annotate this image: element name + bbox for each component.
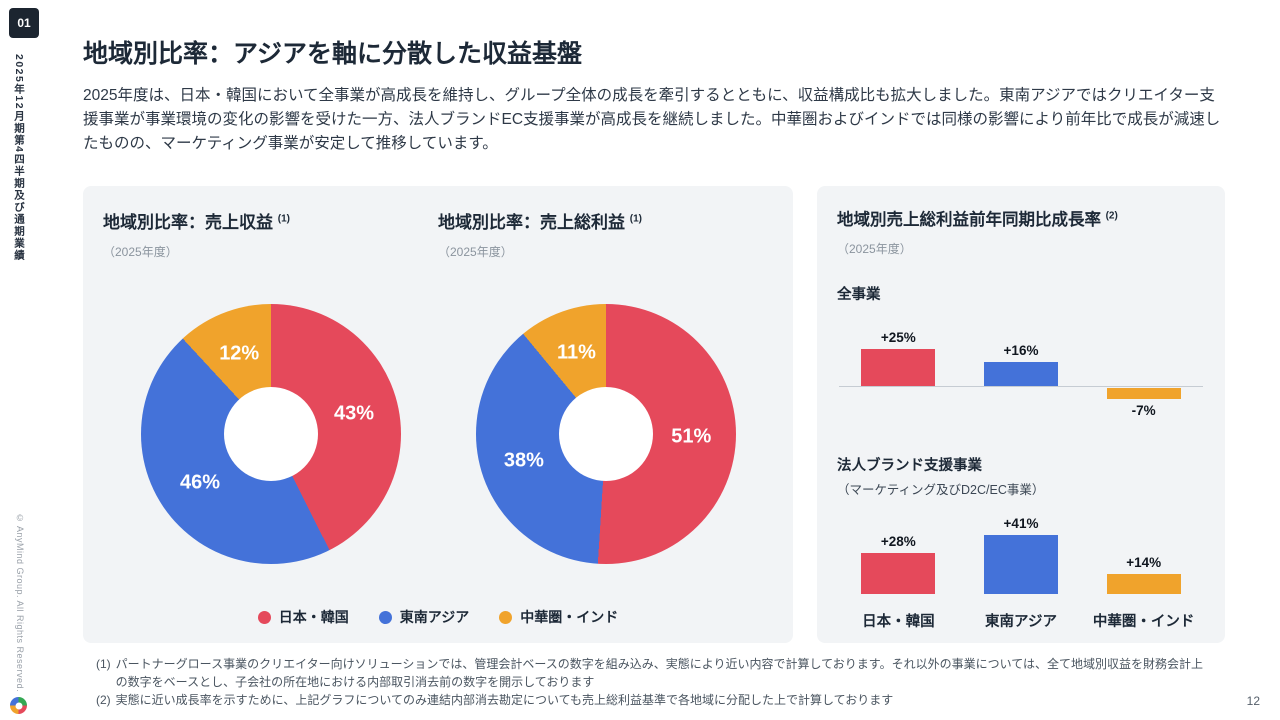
bar: [1106, 388, 1181, 399]
legend-dot-icon: [257, 610, 271, 624]
bar-categories: 日本・韓国 東南アジア 中華圏・インド: [837, 610, 1205, 631]
footnote-2-text: 実態に近い成長率を示すために、上記グラフについてのみ連結内部消去勘定についても売…: [115, 693, 894, 708]
footnote-1-marker: (1): [96, 657, 111, 672]
bar: [1106, 573, 1181, 595]
footnote-2-marker: (2): [96, 693, 111, 708]
bar-group-brand-commerce-sublabel: （マーケティング及びD2C/EC事業）: [837, 483, 1045, 498]
region-legend: 日本・韓国 東南アジア 中華圏・インド: [83, 607, 793, 627]
section-vertical-title: 2025年12月期第4四半期及び通期業績: [13, 54, 25, 262]
bar-column: +25%: [837, 308, 960, 424]
bar-column: +41%: [960, 506, 1083, 602]
bar-column: +14%: [1082, 506, 1205, 602]
footnote-ref-1: (1): [277, 213, 290, 225]
bar: [861, 348, 936, 387]
charts-row: 地域別比率：売上収益 (1) （2025年度） 43% 46% 12% 地域別比率：…: [83, 186, 1225, 644]
donut-column-gross-profit: 地域別比率：売上総利益 (1) （2025年度） 51% 38% 11%: [438, 208, 773, 565]
copyright-text: © AnyMind Group. All Rights Reserved.: [15, 512, 25, 692]
slide-content: 地域別比率：アジアを軸に分散した収益基盤 2025年度は、日本・韓国において全事…: [83, 0, 1225, 709]
bar: [984, 534, 1058, 595]
legend-label: 中華圏・インド: [520, 609, 619, 626]
legend-item: 中華圏・インド: [499, 607, 618, 627]
donut-segment-value: 46%: [179, 471, 221, 494]
growth-panel-subtitle: （2025年度）: [837, 242, 912, 257]
donut-gross-profit-title: 地域別比率：売上総利益 (1): [438, 208, 642, 233]
anymind-logo-icon: [10, 697, 27, 714]
bar: [984, 362, 1058, 387]
footnote-1: (1) パートナーグロース事業のクリエイター向けソリューションでは、管理会計ベー…: [96, 655, 1208, 691]
bar-group-brand-commerce-label: 法人ブランド支援事業: [837, 458, 982, 475]
growth-panel-title-text: 地域別売上総利益前年同期比成長率: [837, 211, 1101, 230]
bar-chart-brand-commerce: +28% +41% +14%: [837, 506, 1205, 602]
donut-revenue-title-text: 地域別比率：売上収益: [103, 213, 273, 233]
intro-paragraph: 2025年度は、日本・韓国において全事業が高成長を維持し、グループ全体の成長を牽…: [83, 87, 1221, 153]
footnotes: (1) パートナーグロース事業のクリエイター向けソリューションでは、管理会計ベー…: [83, 655, 1208, 709]
bar-value-label: +41%: [1003, 515, 1039, 531]
legend-dot-icon: [378, 610, 392, 624]
page-number: 12: [1246, 694, 1260, 708]
bar-column: +28%: [837, 506, 960, 602]
legend-label: 日本・韓国: [278, 609, 349, 626]
donut-chart-revenue: 43% 46% 12%: [140, 304, 401, 565]
bar-chart-all-business: +25% +16% -7%: [837, 308, 1205, 424]
sidebar: 01 2025年12月期第4四半期及び通期業績 © AnyMind Group.…: [0, 0, 46, 720]
legend-item: 東南アジア: [378, 607, 470, 627]
donut-revenue-subtitle: （2025年度）: [103, 245, 178, 260]
donut-segment-value: 51%: [671, 425, 712, 448]
legend-label: 東南アジア: [399, 609, 470, 626]
donut-gross-profit-title-text: 地域別比率：売上総利益: [438, 213, 625, 233]
bar-value-label: +14%: [1126, 554, 1162, 570]
donut-segment-value: 12%: [219, 342, 260, 365]
chapter-number-badge: 01: [9, 8, 39, 38]
donut-segment-value: 43%: [333, 402, 374, 425]
bar-column: -7%: [1082, 308, 1205, 424]
donut-gross-profit-subtitle: （2025年度）: [438, 245, 513, 260]
zero-baseline: [839, 386, 1203, 388]
donut-chart-gross-profit: 51% 38% 11%: [475, 304, 736, 565]
donut-charts-panel: 地域別比率：売上収益 (1) （2025年度） 43% 46% 12% 地域別比率：…: [83, 186, 793, 644]
donut-segment-value: 38%: [503, 449, 544, 472]
bar-group-all-business-label: 全事業: [837, 287, 881, 304]
growth-bars-panel: 地域別売上総利益前年同期比成長率 (2) （2025年度） 全事業 +25% +1…: [817, 186, 1225, 644]
bar-column: +16%: [960, 308, 1083, 424]
footnote-ref-2: (2): [1105, 210, 1118, 222]
footnote-ref-1b: (1): [629, 213, 642, 225]
legend-dot-icon: [499, 610, 513, 624]
donut-revenue-title: 地域別比率：売上収益 (1): [103, 208, 290, 233]
bar-value-label: +25%: [880, 329, 916, 345]
growth-panel-title: 地域別売上総利益前年同期比成長率 (2): [837, 206, 1205, 230]
category-greater-china-india: 中華圏・インド: [1092, 614, 1195, 631]
bar-value-label: +28%: [880, 534, 916, 550]
page-title: 地域別比率：アジアを軸に分散した収益基盤: [83, 40, 583, 68]
category-southeast-asia: 東南アジア: [985, 614, 1057, 631]
bar-value-label: +16%: [1003, 343, 1039, 359]
footnote-1-text: パートナーグロース事業のクリエイター向けソリューションでは、管理会計ベースの数字…: [115, 657, 1204, 690]
legend-item: 日本・韓国: [257, 607, 349, 627]
category-japan-korea: 日本・韓国: [862, 614, 935, 631]
footnote-2: (2) 実態に近い成長率を示すために、上記グラフについてのみ連結内部消去勘定につ…: [96, 691, 1208, 709]
donut-column-revenue: 地域別比率：売上収益 (1) （2025年度） 43% 46% 12%: [103, 208, 438, 565]
donut-columns: 地域別比率：売上収益 (1) （2025年度） 43% 46% 12% 地域別比率：…: [103, 208, 773, 565]
bar: [861, 553, 936, 595]
bar-value-label: -7%: [1131, 402, 1156, 418]
chapter-number: 01: [17, 16, 31, 30]
donut-segment-value: 11%: [556, 341, 596, 364]
